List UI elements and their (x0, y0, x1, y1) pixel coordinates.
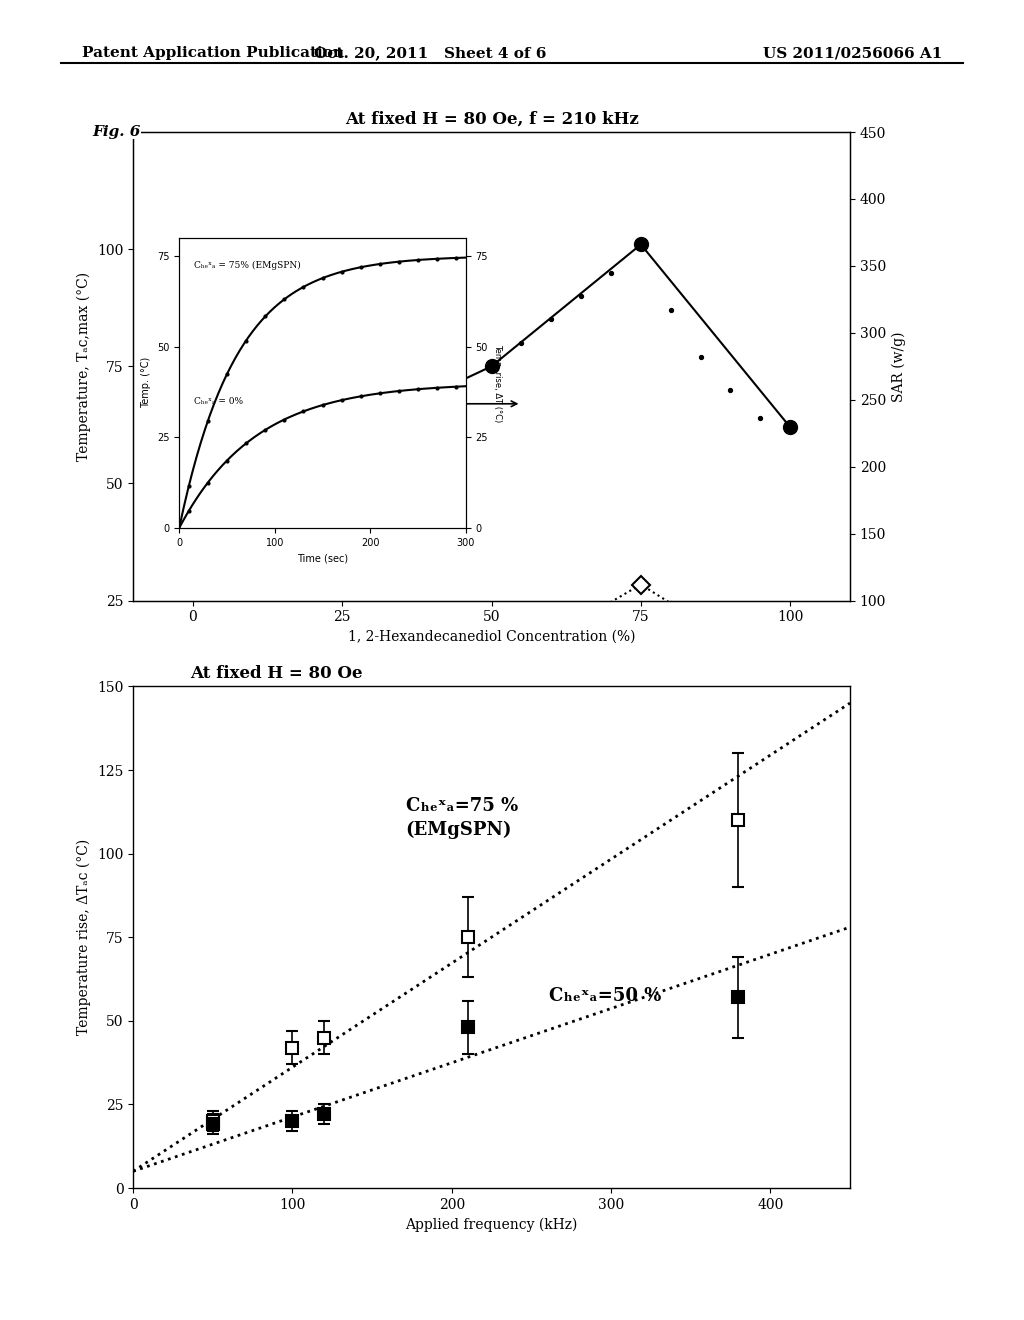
Point (692, 623, 709, 644)
Point (722, 379, 738, 400)
Point (352, 256, 369, 277)
Point (513, 333, 529, 354)
Point (276, 289, 293, 310)
Point (295, 401, 311, 422)
Point (245, 667, 261, 688)
Text: Fig. 6: Fig. 6 (92, 125, 140, 140)
Point (372, 383, 388, 404)
Point (238, 330, 254, 351)
Point (334, 665, 350, 686)
Point (663, 300, 679, 321)
Y-axis label: Temp. (°C): Temp. (°C) (141, 358, 152, 408)
Text: Oct. 20, 2011   Sheet 4 of 6: Oct. 20, 2011 Sheet 4 of 6 (314, 46, 546, 61)
Point (364, 665, 380, 686)
Y-axis label: SAR (w/g): SAR (w/g) (892, 331, 906, 401)
X-axis label: Time (sec): Time (sec) (297, 553, 348, 564)
Point (334, 426, 350, 447)
Point (692, 346, 709, 367)
Point (483, 355, 500, 378)
Point (429, 378, 445, 399)
Point (314, 395, 331, 416)
Point (782, 668, 799, 689)
Point (449, 376, 465, 397)
Point (752, 408, 768, 429)
Text: Cₕₑˣₐ=75 %
(EMgSPN): Cₕₑˣₐ=75 % (EMgSPN) (406, 797, 518, 838)
Point (513, 651, 529, 672)
Text: Cₕₑˣₐ = 75% (EMgSPN): Cₕₑˣₐ = 75% (EMgSPN) (194, 261, 300, 271)
Point (410, 249, 426, 271)
Point (454, 388, 470, 409)
Point (200, 411, 216, 432)
Point (752, 664, 768, 685)
Point (184, 668, 201, 689)
Point (393, 412, 410, 433)
Point (603, 261, 620, 282)
Point (352, 385, 369, 407)
Point (304, 426, 321, 447)
Point (722, 651, 738, 672)
Point (219, 363, 236, 384)
Point (257, 420, 273, 441)
Point (543, 636, 559, 657)
Point (483, 661, 500, 682)
Text: Cₕₑˣₐ=50 %: Cₕₑˣₐ=50 % (549, 987, 662, 1006)
Point (782, 417, 799, 438)
Text: Patent Application Publication: Patent Application Publication (82, 46, 344, 61)
Point (372, 253, 388, 275)
Point (180, 475, 197, 496)
Y-axis label: Temperature, Tₐᴄ,max (°C): Temperature, Tₐᴄ,max (°C) (77, 272, 91, 461)
Point (424, 403, 440, 424)
X-axis label: 1, 2-Hexandecanediol Concentration (%): 1, 2-Hexandecanediol Concentration (%) (348, 630, 635, 644)
Point (391, 380, 408, 401)
Point (295, 276, 311, 297)
Text: US 2011/0256066 A1: US 2011/0256066 A1 (763, 46, 942, 61)
Point (410, 379, 426, 400)
Y-axis label: Temp. rise, ΔT (°C): Temp. rise, ΔT (°C) (493, 343, 502, 422)
Point (449, 247, 465, 268)
Point (393, 664, 410, 685)
Point (276, 409, 293, 430)
Point (334, 389, 350, 411)
Point (391, 251, 408, 272)
Point (633, 574, 649, 595)
Point (334, 261, 350, 282)
Text: Cₕₑˣₐ = 0%: Cₕₑˣₐ = 0% (194, 397, 243, 407)
Text: At fixed H = 80 Oe: At fixed H = 80 Oe (190, 665, 362, 682)
Point (573, 619, 590, 640)
Point (633, 234, 649, 255)
Point (314, 268, 331, 289)
Point (238, 433, 254, 454)
Point (257, 306, 273, 327)
Point (200, 473, 216, 494)
Point (663, 593, 679, 614)
Point (543, 309, 559, 330)
Point (454, 663, 470, 684)
Point (424, 663, 440, 684)
Point (184, 426, 201, 447)
X-axis label: Applied frequency (kHz): Applied frequency (kHz) (406, 1217, 578, 1232)
Title: At fixed H = 80 Oe, f = 210 kHz: At fixed H = 80 Oe, f = 210 kHz (345, 111, 638, 128)
Point (573, 285, 590, 306)
Point (429, 248, 445, 269)
Point (364, 417, 380, 438)
Point (245, 426, 261, 447)
Point (603, 597, 620, 618)
Point (219, 450, 236, 471)
Y-axis label: Temperature rise, ΔTₐᴄ (°C): Temperature rise, ΔTₐᴄ (°C) (77, 840, 91, 1035)
Point (304, 665, 321, 686)
Point (180, 500, 197, 521)
